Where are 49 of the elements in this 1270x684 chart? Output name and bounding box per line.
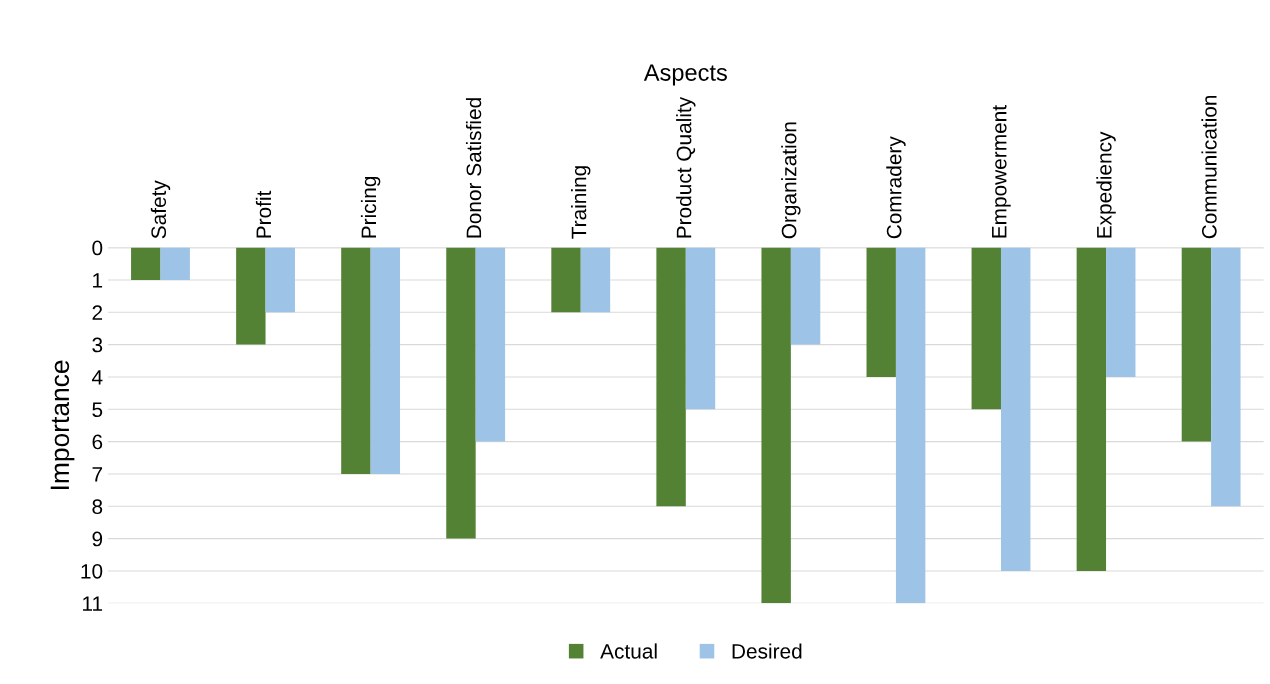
bar [1076,247,1107,571]
bar [446,247,476,539]
bar [1000,247,1031,571]
x-tick-label: Product Quality [676,96,696,238]
x-tick-label: Training [571,166,591,239]
bar [551,247,581,313]
x-tick-label: Profit [255,190,272,238]
bar [160,247,190,280]
y-tick-label: 6 [92,434,103,450]
bar [761,247,791,604]
y-tick-label: 2 [92,305,103,320]
bar [866,247,896,377]
legend-label: Desired [732,643,802,659]
y-tick-label: 7 [92,467,103,482]
x-tick-label: Safety [150,180,171,239]
bar [341,247,371,474]
bar [580,247,611,313]
bar [236,247,266,345]
bar [370,247,401,474]
y-tick-label: 11 [83,596,103,611]
y-tick-label: 9 [92,531,103,547]
x-axis-title: Aspects [643,64,727,86]
bar [265,247,295,313]
y-tick-label: 3 [92,337,103,353]
x-tick-label: Donor Satisfied [465,98,482,238]
x-tick-label: Comradery [886,136,906,239]
x-tick-label: Expediency [1096,131,1116,238]
bar [131,247,161,280]
bar [790,247,821,345]
bar [1181,247,1212,442]
y-axis-title: Importance [50,360,75,490]
bar [475,247,506,442]
x-tick-label: Empowerment [992,105,1011,238]
legend-label: Actual [600,643,657,659]
x-tick-label: Organization [781,122,801,239]
bar [685,247,716,410]
y-tick-label: 1 [93,273,103,288]
bar [656,247,686,507]
y-tick-label: 0 [92,240,103,256]
y-tick-label: 5 [92,402,103,418]
y-tick-label: 10 [81,563,103,579]
bar [1106,247,1136,377]
bar [1211,247,1241,507]
bar [971,247,1001,410]
bar [895,247,926,604]
y-tick-label: 4 [91,370,103,385]
x-tick-label: Communication [1201,95,1217,239]
y-tick-label: 8 [92,499,103,515]
x-tick-label: Pricing [360,176,381,238]
